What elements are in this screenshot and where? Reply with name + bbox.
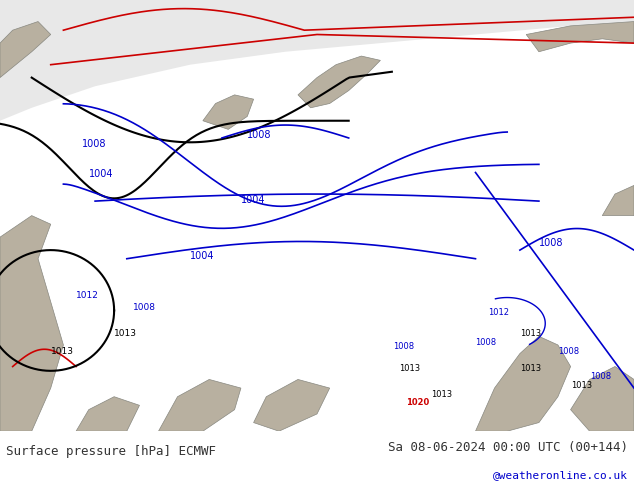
Text: 1004: 1004 xyxy=(190,251,215,261)
Polygon shape xyxy=(0,0,634,121)
Text: 1008: 1008 xyxy=(476,338,496,347)
Polygon shape xyxy=(526,22,634,52)
Text: 1008: 1008 xyxy=(590,372,611,381)
Text: 1012: 1012 xyxy=(488,308,509,317)
Text: 1020: 1020 xyxy=(406,398,429,407)
Text: 1008: 1008 xyxy=(82,139,107,148)
Text: 1013: 1013 xyxy=(399,364,420,373)
Text: 1013: 1013 xyxy=(520,364,541,373)
Polygon shape xyxy=(76,397,139,431)
Text: 1013: 1013 xyxy=(114,329,137,338)
Polygon shape xyxy=(254,379,330,431)
Text: @weatheronline.co.uk: @weatheronline.co.uk xyxy=(493,470,628,480)
Text: Surface pressure [hPa] ECMWF: Surface pressure [hPa] ECMWF xyxy=(6,445,216,458)
Text: 1008: 1008 xyxy=(247,130,272,140)
Text: 1008: 1008 xyxy=(393,343,414,351)
Text: Sa 08-06-2024 00:00 UTC (00+144): Sa 08-06-2024 00:00 UTC (00+144) xyxy=(387,441,628,454)
Polygon shape xyxy=(0,216,63,431)
Text: 1008: 1008 xyxy=(558,346,579,356)
Polygon shape xyxy=(571,367,634,431)
Text: 1012: 1012 xyxy=(76,291,99,299)
Polygon shape xyxy=(298,56,380,108)
Polygon shape xyxy=(0,22,51,77)
Polygon shape xyxy=(602,185,634,216)
Text: 1004: 1004 xyxy=(241,195,266,205)
Text: 1013: 1013 xyxy=(520,329,541,338)
Text: 1008: 1008 xyxy=(539,238,564,248)
Polygon shape xyxy=(203,95,254,129)
Text: 1004: 1004 xyxy=(89,169,113,179)
Polygon shape xyxy=(476,336,571,431)
Polygon shape xyxy=(158,379,241,431)
Text: 1008: 1008 xyxy=(133,303,156,313)
Text: 1013: 1013 xyxy=(51,346,74,356)
Text: 1013: 1013 xyxy=(571,381,592,390)
Text: 1013: 1013 xyxy=(431,390,452,399)
